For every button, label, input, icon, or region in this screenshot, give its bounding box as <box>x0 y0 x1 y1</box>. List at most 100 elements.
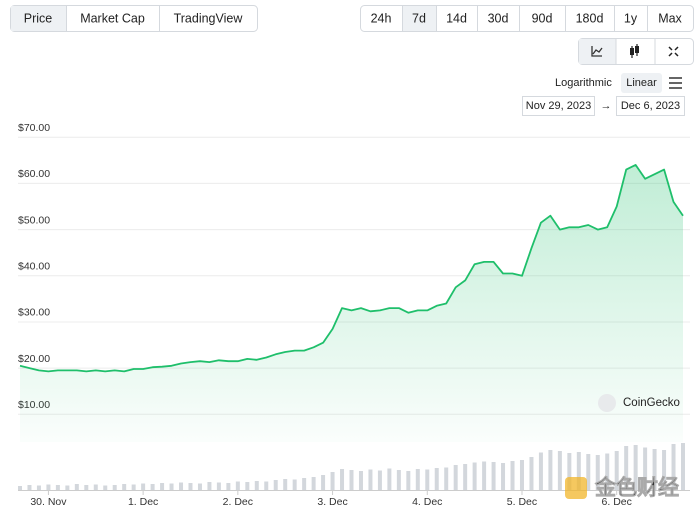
volume-bar <box>349 470 354 490</box>
volume-bar <box>415 469 420 490</box>
volume-bar <box>103 485 108 490</box>
button-group <box>360 5 694 32</box>
button[interactable]: Max <box>658 11 682 25</box>
volume-bar <box>235 481 240 490</box>
volume-bar <box>197 483 202 490</box>
volume-bar <box>491 462 496 490</box>
button[interactable]: 14d <box>446 11 467 25</box>
button-active <box>11 6 66 31</box>
scale-option[interactable]: Linear <box>626 77 657 89</box>
volume-bar <box>141 483 146 490</box>
y-tick-label: $20.00 <box>18 353 50 365</box>
volume-bar <box>169 483 174 490</box>
volume-bar <box>548 450 553 490</box>
button[interactable]: 30d <box>488 11 509 25</box>
volume-bar <box>643 447 648 490</box>
x-tick-label: 3. Dec <box>317 496 347 508</box>
scale-active <box>621 73 662 93</box>
volume-bar <box>226 483 231 490</box>
scale-option[interactable]: Logarithmic <box>555 77 612 89</box>
volume-bar <box>358 471 363 490</box>
y-tick-label: $70.00 <box>18 122 50 134</box>
volume-bar <box>84 485 89 490</box>
volume-bar <box>557 451 562 490</box>
volume-bar <box>652 449 657 490</box>
volume-bar <box>55 485 60 490</box>
date-from: Nov 29, 2023 <box>526 100 591 112</box>
button[interactable]: 7d <box>412 11 426 25</box>
volume-bar <box>122 484 127 490</box>
area <box>20 164 683 442</box>
volume-bar <box>179 482 184 490</box>
volume-bar <box>434 468 439 490</box>
volume-bar <box>529 457 534 490</box>
watermark-logo <box>598 394 616 412</box>
volume-bar <box>482 461 487 490</box>
price-line <box>19 164 684 373</box>
volume-bar <box>368 469 373 490</box>
volume-bar <box>614 451 619 490</box>
menu-icon[interactable] <box>669 77 682 89</box>
volume-bar <box>662 450 667 490</box>
volume-bar <box>74 484 79 490</box>
button[interactable]: TradingView <box>174 11 244 25</box>
volume-bar <box>510 461 515 490</box>
button[interactable]: 24h <box>371 11 392 25</box>
fullscreen-icon[interactable] <box>668 46 679 57</box>
date-input[interactable] <box>616 96 685 116</box>
volume-bar <box>112 485 117 490</box>
y-tick-label: $60.00 <box>18 168 50 180</box>
candle-icon <box>630 48 634 55</box>
button-group <box>10 5 258 32</box>
volume-bar <box>188 483 193 490</box>
button[interactable]: Price <box>24 11 53 25</box>
volume-bar <box>65 485 70 490</box>
volume-bar <box>595 455 600 490</box>
button[interactable]: 1y <box>624 11 638 25</box>
volume-bar <box>321 475 326 490</box>
volume-bar <box>245 482 250 490</box>
volume-bar <box>463 464 468 490</box>
button[interactable]: 90d <box>532 11 553 25</box>
volume-bar <box>624 446 629 490</box>
y-tick-label: $40.00 <box>18 261 50 273</box>
controls: Logarithmic Linear Nov 29, 2023 → Dec 6,… <box>522 38 694 500</box>
volume-bar <box>27 485 32 490</box>
volume-bar <box>160 483 165 490</box>
volume-bar <box>519 460 524 490</box>
volume-bar <box>150 484 155 490</box>
button[interactable]: Market Cap <box>80 11 145 25</box>
source-logo <box>565 477 587 499</box>
volume-bar <box>396 470 401 490</box>
volume-bar <box>254 481 259 490</box>
volume-bar <box>671 444 676 490</box>
candle-icon <box>635 46 639 53</box>
volume-bar <box>681 443 685 490</box>
date-to: Dec 6, 2023 <box>621 100 680 112</box>
date-arrow: → <box>601 100 612 112</box>
volume-bar <box>264 481 269 490</box>
volume-bar <box>567 453 572 490</box>
volume-bar <box>538 452 543 490</box>
volume-bar <box>311 477 316 490</box>
volume-bar <box>93 484 98 490</box>
volume-bar <box>131 484 136 490</box>
volume-bar <box>425 469 430 490</box>
volume-bar <box>292 479 297 490</box>
x-tick-label: 1. Dec <box>128 496 158 508</box>
x-tick-label: 5. Dec <box>507 496 537 508</box>
date-input[interactable] <box>522 96 595 116</box>
volume-bar <box>36 485 41 490</box>
y-tick-label: $50.00 <box>18 214 50 226</box>
volume-bar <box>472 462 477 490</box>
volume-bar <box>586 454 591 490</box>
volume-bar <box>444 467 449 490</box>
line-icon <box>591 46 603 57</box>
button[interactable]: 180d <box>576 11 604 25</box>
x-tick-label: 4. Dec <box>412 496 442 508</box>
volume-bar <box>501 463 506 490</box>
volume-bar <box>207 482 212 490</box>
x-tick-label: 6. Dec <box>602 496 632 508</box>
volume-bar <box>453 465 458 490</box>
